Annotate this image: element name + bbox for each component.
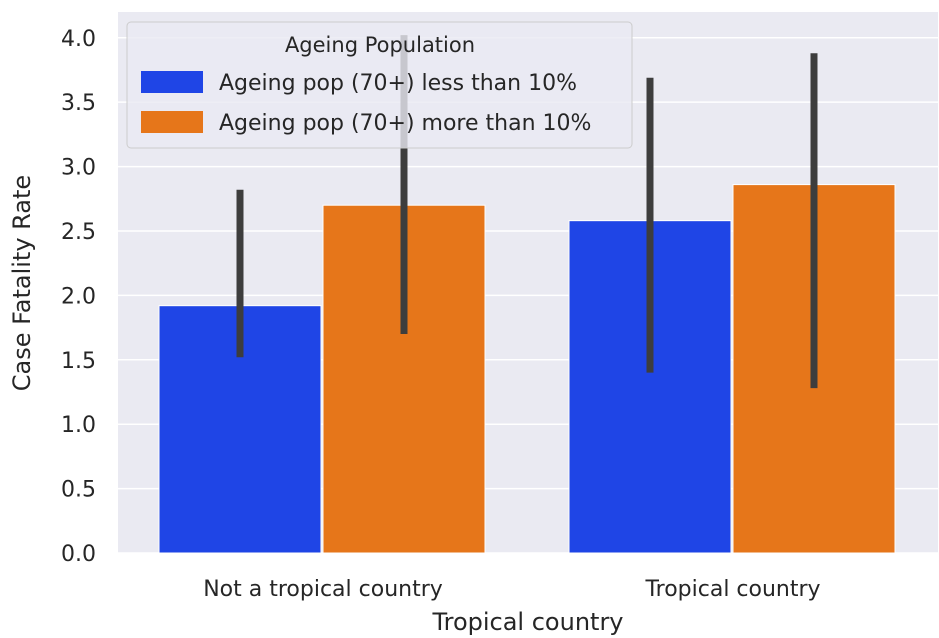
y-tick-label: 1.5 — [61, 349, 96, 374]
legend-swatch — [141, 111, 203, 133]
x-tick-label: Not a tropical country — [203, 577, 443, 602]
x-axis-label: Tropical country — [431, 608, 623, 636]
y-tick-label: 3.5 — [61, 91, 96, 116]
y-tick-label: 4.0 — [61, 27, 96, 52]
legend-title: Ageing Population — [285, 33, 475, 57]
y-tick-label: 2.0 — [61, 284, 96, 309]
legend: Ageing Population Ageing pop (70+) less … — [126, 21, 633, 149]
legend-label: Ageing pop (70+) more than 10% — [219, 111, 591, 136]
legend-swatch — [141, 71, 203, 93]
legend-label: Ageing pop (70+) less than 10% — [219, 71, 577, 96]
legend-items: Ageing pop (70+) less than 10% Ageing pop… — [141, 71, 591, 136]
y-tick-label: 0.5 — [61, 478, 96, 503]
y-tick-labels: 0.0 0.5 1.0 1.5 2.0 2.5 3.0 3.5 4.0 — [61, 27, 96, 567]
y-tick-label: 3.0 — [61, 156, 96, 181]
legend-box — [126, 21, 633, 149]
y-axis-label: Case Fatality Rate — [8, 175, 36, 391]
x-tick-labels: Not a tropical country Tropical country — [203, 577, 820, 602]
x-tick-label: Tropical country — [644, 577, 820, 602]
y-tick-label: 2.5 — [61, 220, 96, 245]
y-tick-label: 1.0 — [61, 413, 96, 438]
y-tick-label: 0.0 — [61, 542, 96, 567]
